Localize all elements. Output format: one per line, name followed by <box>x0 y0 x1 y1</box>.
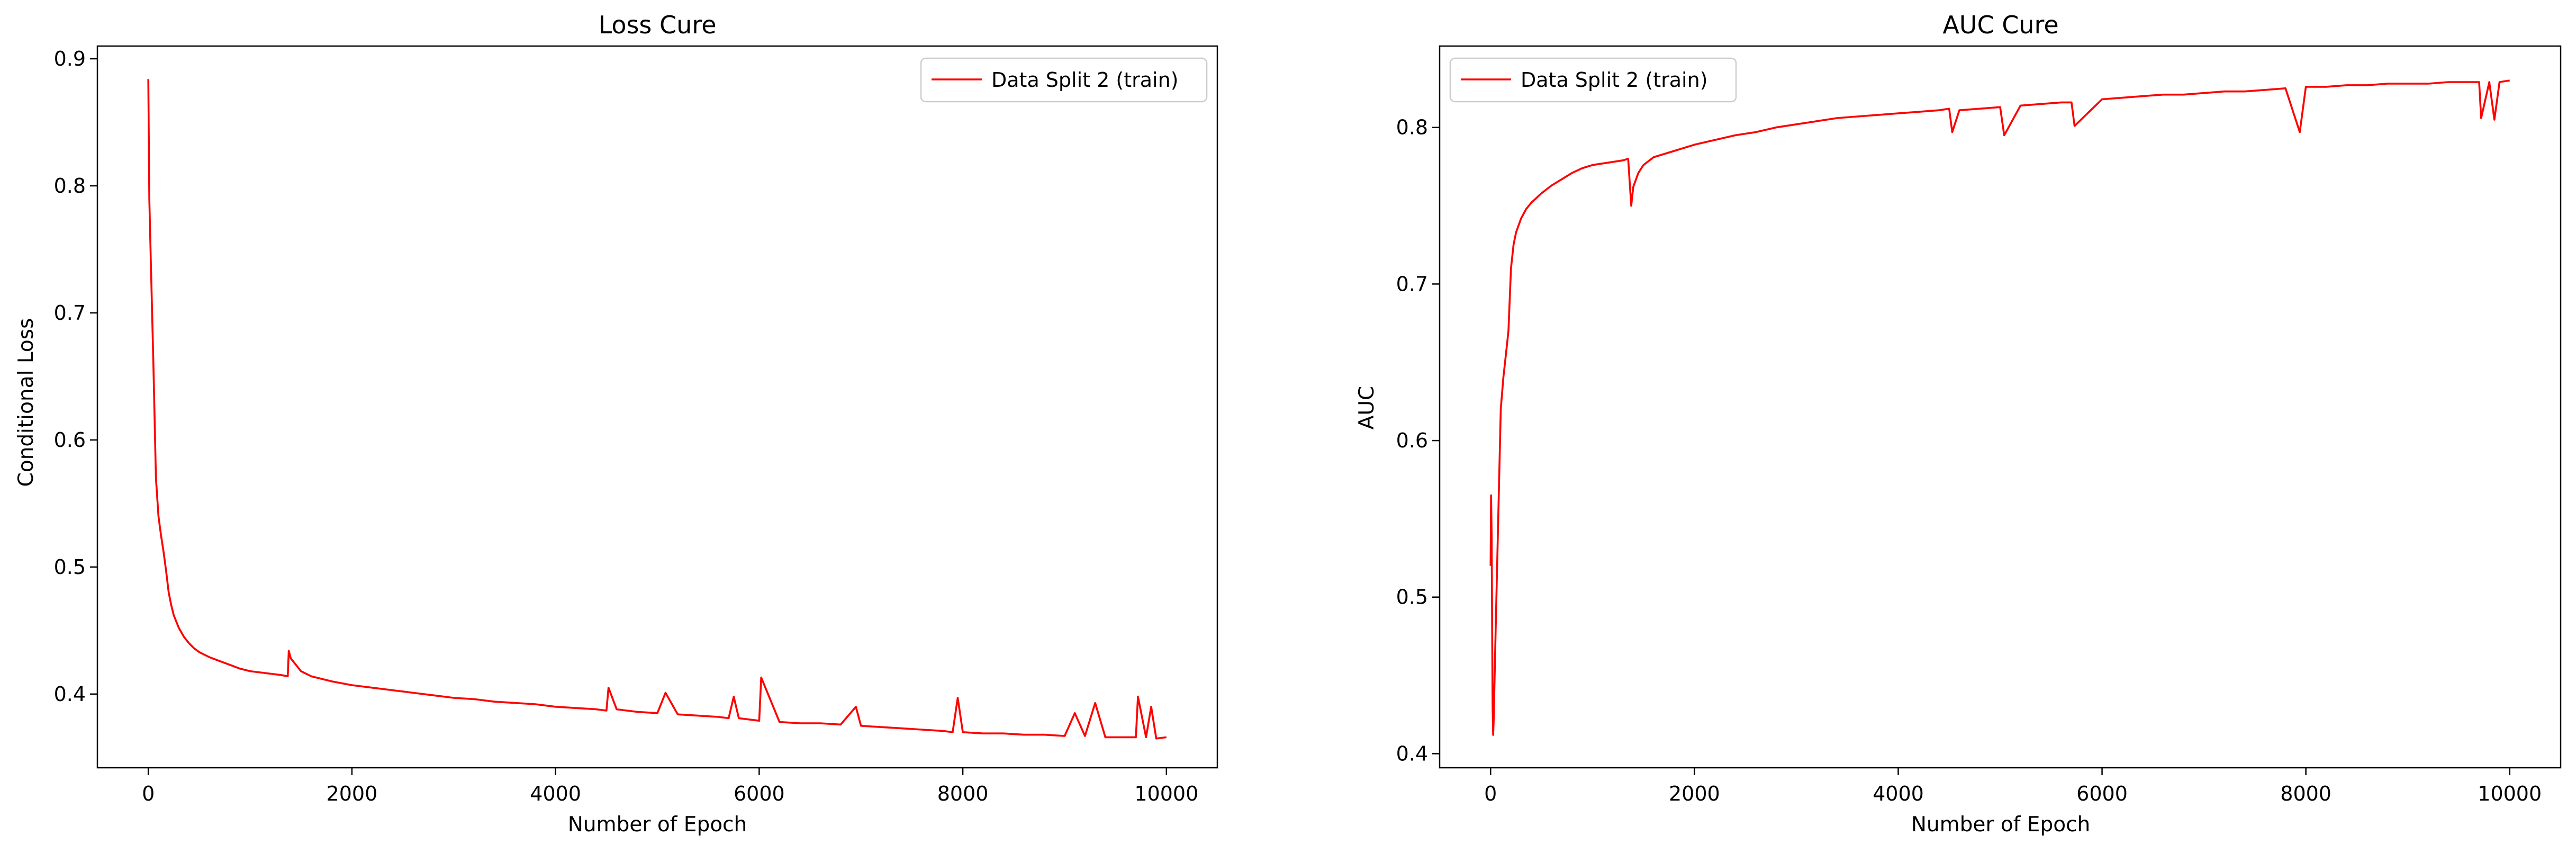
auc-chart-xtick-label-3: 6000 <box>2076 782 2128 805</box>
loss-chart-series-line-0 <box>147 79 1167 740</box>
loss-chart-xtick-label-2: 4000 <box>530 782 581 805</box>
auc-chart-xtick-label-5: 10000 <box>2478 782 2542 805</box>
loss-chart-xtick-label-4: 8000 <box>937 782 989 805</box>
loss-chart: Loss Cure Number of Epoch Conditional Lo… <box>14 11 1218 837</box>
auc-chart-ytick-label-2: 0.6 <box>1396 429 1428 452</box>
loss-chart-xtick-label-1: 2000 <box>327 782 378 805</box>
loss-chart-xtick-label-3: 6000 <box>734 782 785 805</box>
loss-chart-frame <box>96 45 1218 769</box>
auc-chart-xtick-label-4: 8000 <box>2280 782 2331 805</box>
auc-chart-series-line-0 <box>1489 79 2510 736</box>
loss-chart-ytick-label-0: 0.4 <box>54 683 86 706</box>
loss-chart-ytick-label-3: 0.7 <box>54 301 86 325</box>
auc-chart-ytick-label-1: 0.5 <box>1396 586 1428 609</box>
auc-chart-xtick-label-1: 2000 <box>1669 782 1720 805</box>
loss-chart-ytick-label-1: 0.5 <box>54 555 86 579</box>
auc-chart-legend: Data Split 2 (train) <box>1449 57 1737 103</box>
auc-chart-xtick-label-0: 0 <box>1484 782 1497 805</box>
auc-chart-ytick-label-4: 0.8 <box>1396 116 1428 139</box>
auc-chart-ytick-label-3: 0.7 <box>1396 272 1428 295</box>
loss-chart-title: Loss Cure <box>599 11 717 39</box>
loss-chart-ytick-label-4: 0.8 <box>54 174 86 197</box>
loss-chart-ytick-label-5: 0.9 <box>54 47 86 70</box>
auc-chart: AUC Cure Number of Epoch AUC 0 2000 4000 60… <box>1355 11 2562 837</box>
loss-chart-ytick-label-2: 0.6 <box>54 428 86 452</box>
loss-chart-xtick-label-5: 10000 <box>1134 782 1198 805</box>
auc-chart-legend-label: Data Split 2 (train) <box>1521 68 1708 92</box>
loss-chart-legend-box <box>920 57 1208 103</box>
auc-chart-xtick-label-2: 4000 <box>1873 782 1924 805</box>
auc-chart-xlabel: Number of Epoch <box>1911 813 2090 837</box>
loss-chart-legend: Data Split 2 (train) <box>920 57 1208 103</box>
auc-chart-title: AUC Cure <box>1942 11 2058 39</box>
loss-chart-xtick-label-0: 0 <box>142 782 155 805</box>
auc-chart-plot: 0 2000 4000 6000 8000 10000 0.4 0.5 0.6 0.7 0.8 <box>1396 79 2542 805</box>
loss-chart-legend-label: Data Split 2 (train) <box>991 68 1179 92</box>
loss-chart-ylabel: Conditional Loss <box>14 318 38 487</box>
auc-chart-ylabel: AUC <box>1355 386 1379 429</box>
loss-chart-plot: 0 2000 4000 6000 8000 10000 0.4 0.5 0.6 0.7 0.8 0.9 <box>54 47 1199 805</box>
auc-chart-legend-box <box>1449 57 1737 103</box>
auc-chart-ytick-label-0: 0.4 <box>1396 742 1428 765</box>
auc-chart-frame <box>1439 45 2562 769</box>
loss-chart-xlabel: Number of Epoch <box>568 813 747 837</box>
